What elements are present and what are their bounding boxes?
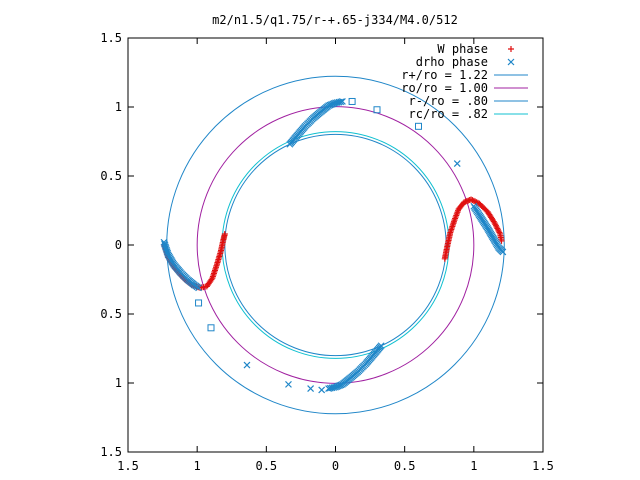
data-point — [195, 299, 203, 307]
legend-marker — [507, 58, 515, 66]
y-tick-label: 0 — [115, 238, 122, 252]
series-2 — [195, 97, 422, 332]
y-tick-label: 0.5 — [100, 307, 122, 321]
x-tick-label: 1 — [470, 459, 477, 473]
data-series — [160, 97, 507, 394]
data-point — [373, 106, 381, 114]
data-point — [307, 385, 315, 392]
y-tick-label: 0.5 — [100, 169, 122, 183]
x-tick-label: 0 — [332, 459, 339, 473]
data-point — [472, 198, 479, 205]
legend-label: r-/ro = .80 — [409, 94, 488, 108]
data-point — [338, 98, 346, 105]
legend-label: drho phase — [416, 55, 488, 69]
data-point — [495, 228, 502, 235]
data-point — [496, 229, 503, 236]
data-point — [493, 224, 500, 231]
x-tick-label: 0.5 — [394, 459, 416, 473]
reference-circles — [166, 75, 505, 415]
circle-r-0.8 — [224, 133, 447, 357]
x-tick-label: 1.5 — [117, 459, 139, 473]
data-point — [195, 284, 202, 292]
circle-r-1 — [196, 106, 475, 384]
data-point — [495, 226, 502, 233]
data-point — [491, 219, 498, 226]
legend-marker — [508, 46, 514, 52]
data-point — [469, 197, 476, 204]
data-point — [415, 122, 422, 130]
y-tick-label: 1 — [115, 376, 122, 390]
legend-label: r+/ro = 1.22 — [401, 68, 488, 82]
circle-r-0.82 — [221, 131, 450, 359]
data-point — [207, 324, 215, 332]
x-tick-label: 1.5 — [532, 459, 554, 473]
legend-label: rc/ro = .82 — [409, 107, 488, 121]
y-tick-label: 1.5 — [100, 445, 122, 459]
axis-ticks: 1.5 1 0.5 0 0.5 1 1.51.510.500.511.5 — [100, 31, 554, 473]
data-point — [499, 248, 507, 256]
y-tick-label: 1 — [115, 100, 122, 114]
data-point — [326, 384, 334, 392]
x-tick-label: 0.5 — [255, 459, 277, 473]
data-point — [492, 222, 499, 229]
data-point — [453, 160, 461, 168]
data-point — [348, 97, 356, 105]
data-point — [494, 225, 501, 232]
data-point — [325, 385, 333, 392]
data-point — [337, 98, 345, 106]
series-1 — [160, 98, 507, 394]
data-point — [468, 196, 475, 203]
data-point — [318, 386, 326, 394]
data-point — [243, 361, 251, 369]
chart-title: m2/n1.5/q1.75/r-+.65-j334/M4.0/512 — [212, 13, 458, 27]
circle-r-1.22 — [166, 75, 505, 415]
legend-label: ro/ro = 1.00 — [401, 81, 488, 95]
data-point — [285, 380, 292, 388]
x-tick-label: 1 — [194, 459, 201, 473]
data-point — [492, 221, 499, 228]
legend-label: W phase — [437, 42, 488, 56]
data-point — [470, 197, 477, 204]
y-tick-label: 1.5 — [100, 31, 122, 45]
data-point — [221, 230, 228, 237]
series-0 — [160, 196, 505, 291]
